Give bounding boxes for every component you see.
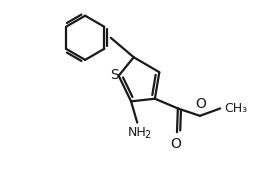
Text: O: O [195, 97, 206, 111]
Text: NH: NH [128, 126, 147, 139]
Text: O: O [171, 137, 182, 151]
Text: CH₃: CH₃ [224, 102, 247, 115]
Text: 2: 2 [144, 130, 150, 140]
Text: S: S [110, 68, 119, 82]
